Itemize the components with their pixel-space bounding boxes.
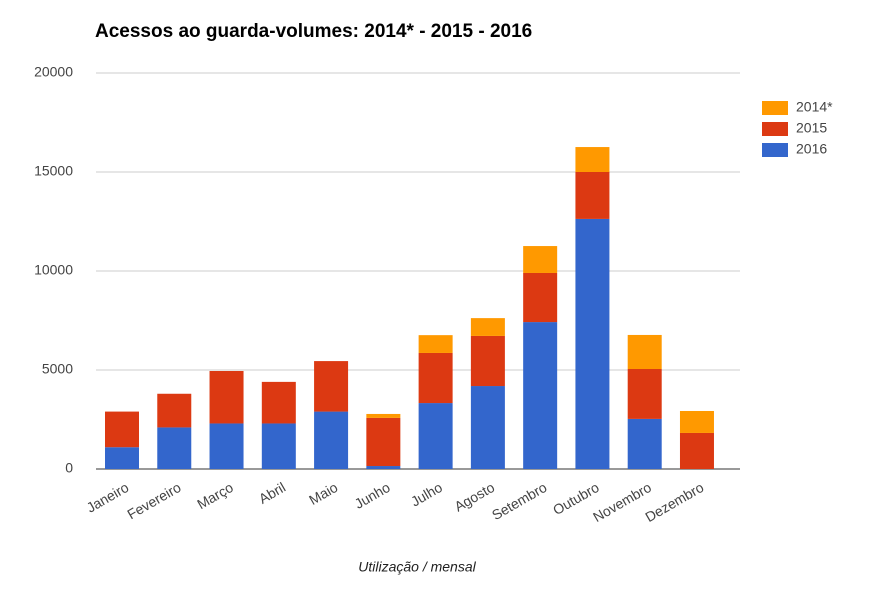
legend-label: 2014* xyxy=(796,99,833,115)
legend-label: 2015 xyxy=(796,120,827,136)
y-tick-label: 20000 xyxy=(34,64,73,80)
bar-segment xyxy=(261,381,296,424)
bar-segment xyxy=(470,335,505,387)
y-tick-label: 15000 xyxy=(34,163,73,179)
y-tick-label: 5000 xyxy=(42,361,73,377)
bar-segment xyxy=(627,369,662,419)
x-tick-label: Setembro xyxy=(489,479,550,523)
bar-segment xyxy=(575,218,610,469)
legend-swatch xyxy=(762,101,788,115)
bar-segment xyxy=(105,411,139,448)
bar-segment xyxy=(209,423,244,469)
x-tick-label: Março xyxy=(194,479,236,512)
bar-segment xyxy=(157,427,192,469)
bar-segment xyxy=(679,410,714,433)
bar-segment xyxy=(314,411,349,469)
bar-segment xyxy=(314,361,349,412)
bar-segment xyxy=(575,147,610,172)
y-tick-label: 0 xyxy=(65,460,73,476)
chart-title: Acessos ao guarda-volumes: 2014* - 2015 … xyxy=(95,21,532,42)
x-axis-label: Utilização / mensal xyxy=(358,559,476,575)
bar-segment xyxy=(523,272,558,323)
legend-swatch xyxy=(762,122,788,136)
bar-segment xyxy=(627,418,662,469)
bar-segment xyxy=(105,447,139,469)
bar-segment xyxy=(418,403,453,469)
bar-segment xyxy=(157,393,192,428)
x-tick-label: Abril xyxy=(256,479,288,507)
bar-segment xyxy=(418,352,453,404)
bar-segment xyxy=(209,370,244,424)
x-tick-label: Julho xyxy=(408,479,445,510)
legend-swatch xyxy=(762,143,788,157)
bar-segment xyxy=(366,466,401,469)
bar-segment xyxy=(470,386,505,469)
x-tick-label: Novembro xyxy=(590,479,654,525)
bar-segment xyxy=(418,335,453,353)
bar-segment xyxy=(575,172,610,219)
bar-segment xyxy=(627,334,662,370)
bar-segment xyxy=(470,318,505,336)
bar-segment xyxy=(679,432,714,469)
x-tick-label: Dezembro xyxy=(642,479,706,525)
bar-segment xyxy=(366,413,401,418)
bar-segment xyxy=(261,423,296,469)
bar-segment xyxy=(366,417,401,467)
x-tick-label: Maio xyxy=(306,479,340,508)
legend-label: 2016 xyxy=(796,141,827,157)
x-tick-label: Fevereiro xyxy=(124,479,183,523)
y-tick-label: 10000 xyxy=(34,262,73,278)
bar-segment xyxy=(523,246,558,273)
x-tick-label: Junho xyxy=(352,479,393,512)
bar-segment xyxy=(523,322,558,469)
